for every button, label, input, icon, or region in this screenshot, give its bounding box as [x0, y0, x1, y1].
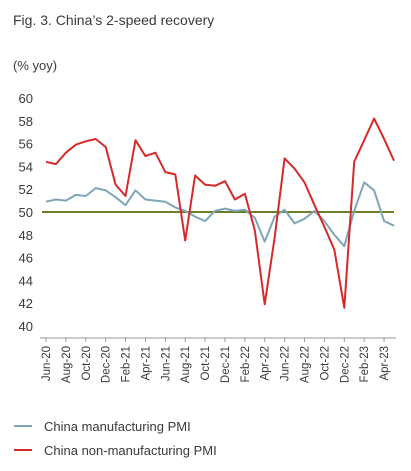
y-tick-label: 58 — [19, 114, 33, 129]
x-axis-ticks: Jun-20 Aug-20 Oct-20 Dec-20 Feb-21 Apr-21 Jun-… — [41, 338, 391, 383]
x-tick-label: Jun-21 — [160, 346, 172, 381]
y-tick-label: 60 — [19, 91, 33, 106]
chart-title: Fig. 3. China’s 2-speed recovery — [13, 12, 214, 28]
x-tick-label: Feb-22 — [240, 346, 252, 382]
y-tick-label: 48 — [19, 228, 33, 243]
x-tick-label: Dec-21 — [220, 346, 232, 383]
legend: China manufacturing PMI China non-manufa… — [14, 419, 217, 458]
x-tick-label: Jun-22 — [280, 346, 292, 381]
x-tick-label: Dec-20 — [101, 346, 113, 383]
y-axis-label: (% yoy) — [13, 58, 57, 73]
x-tick-label: Apr-22 — [260, 346, 272, 381]
legend-label-non-manufacturing: China non-manufacturing PMI — [44, 443, 217, 458]
y-tick-label: 42 — [19, 296, 33, 311]
x-tick-label: Aug-20 — [61, 346, 73, 383]
x-tick-label: Apr-21 — [140, 346, 152, 381]
x-tick-label: Feb-23 — [359, 346, 371, 382]
x-tick-label: Jun-20 — [41, 346, 53, 381]
y-tick-label: 46 — [19, 251, 33, 266]
x-tick-label: Aug-21 — [180, 346, 192, 383]
y-tick-label: 44 — [19, 273, 33, 288]
x-tick-label: Oct-20 — [81, 346, 93, 381]
legend-label-manufacturing: China manufacturing PMI — [44, 419, 191, 434]
y-tick-label: 56 — [19, 137, 33, 152]
series-line-non-manufacturing — [45, 117, 395, 309]
x-tick-label: Feb-21 — [121, 346, 133, 382]
y-tick-label: 40 — [19, 319, 33, 334]
x-tick-label: Aug-22 — [300, 346, 312, 383]
y-tick-label: 54 — [19, 159, 33, 174]
series-layer — [45, 117, 395, 309]
x-tick-label: Oct-21 — [200, 346, 212, 381]
y-tick-label: 52 — [19, 182, 33, 197]
series-line-manufacturing — [45, 181, 395, 248]
y-tick-label: 50 — [19, 205, 33, 220]
x-tick-label: Dec-22 — [339, 346, 351, 383]
x-tick-label: Oct-22 — [319, 346, 331, 381]
y-axis-ticks: 40 42 44 46 48 50 52 54 56 58 60 — [19, 91, 33, 334]
x-tick-label: Apr-23 — [379, 346, 391, 381]
